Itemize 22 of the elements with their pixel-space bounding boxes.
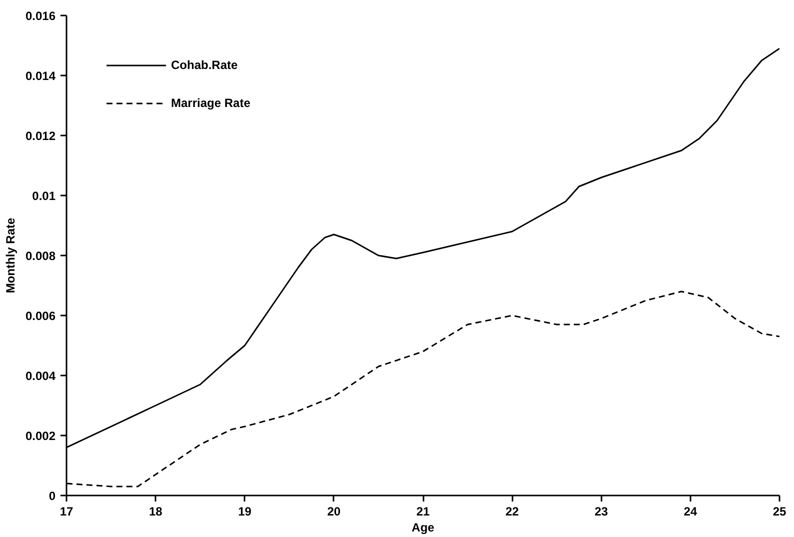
y-tick-label: 0.002: [25, 429, 56, 443]
x-tick-label: 19: [238, 504, 252, 518]
x-tick-label: 23: [594, 504, 608, 518]
x-tick-label: 20: [327, 504, 341, 518]
y-tick-label: 0.008: [25, 249, 56, 263]
y-tick-label: 0: [48, 489, 56, 503]
y-tick-label: 0.014: [25, 69, 56, 83]
x-tick-label: 21: [416, 504, 430, 518]
y-tick-label: 0.004: [25, 369, 56, 383]
x-tick-label: 25: [772, 504, 786, 518]
x-axis-title: Age: [412, 520, 435, 534]
x-tick-label: 24: [684, 504, 698, 518]
y-tick-label: 0.006: [25, 309, 56, 323]
y-tick-label: 0.01: [32, 189, 56, 203]
legend-label: Marriage Rate: [171, 96, 250, 110]
y-axis-title: Monthly Rate: [3, 218, 18, 294]
y-tick-label: 0.012: [25, 129, 56, 143]
x-tick-label: 18: [148, 504, 163, 518]
legend-label: Cohab.Rate: [171, 58, 238, 72]
x-tick-label: 22: [505, 504, 520, 518]
y-tick-label: 0.016: [25, 9, 56, 23]
x-tick-label: 17: [60, 504, 74, 518]
